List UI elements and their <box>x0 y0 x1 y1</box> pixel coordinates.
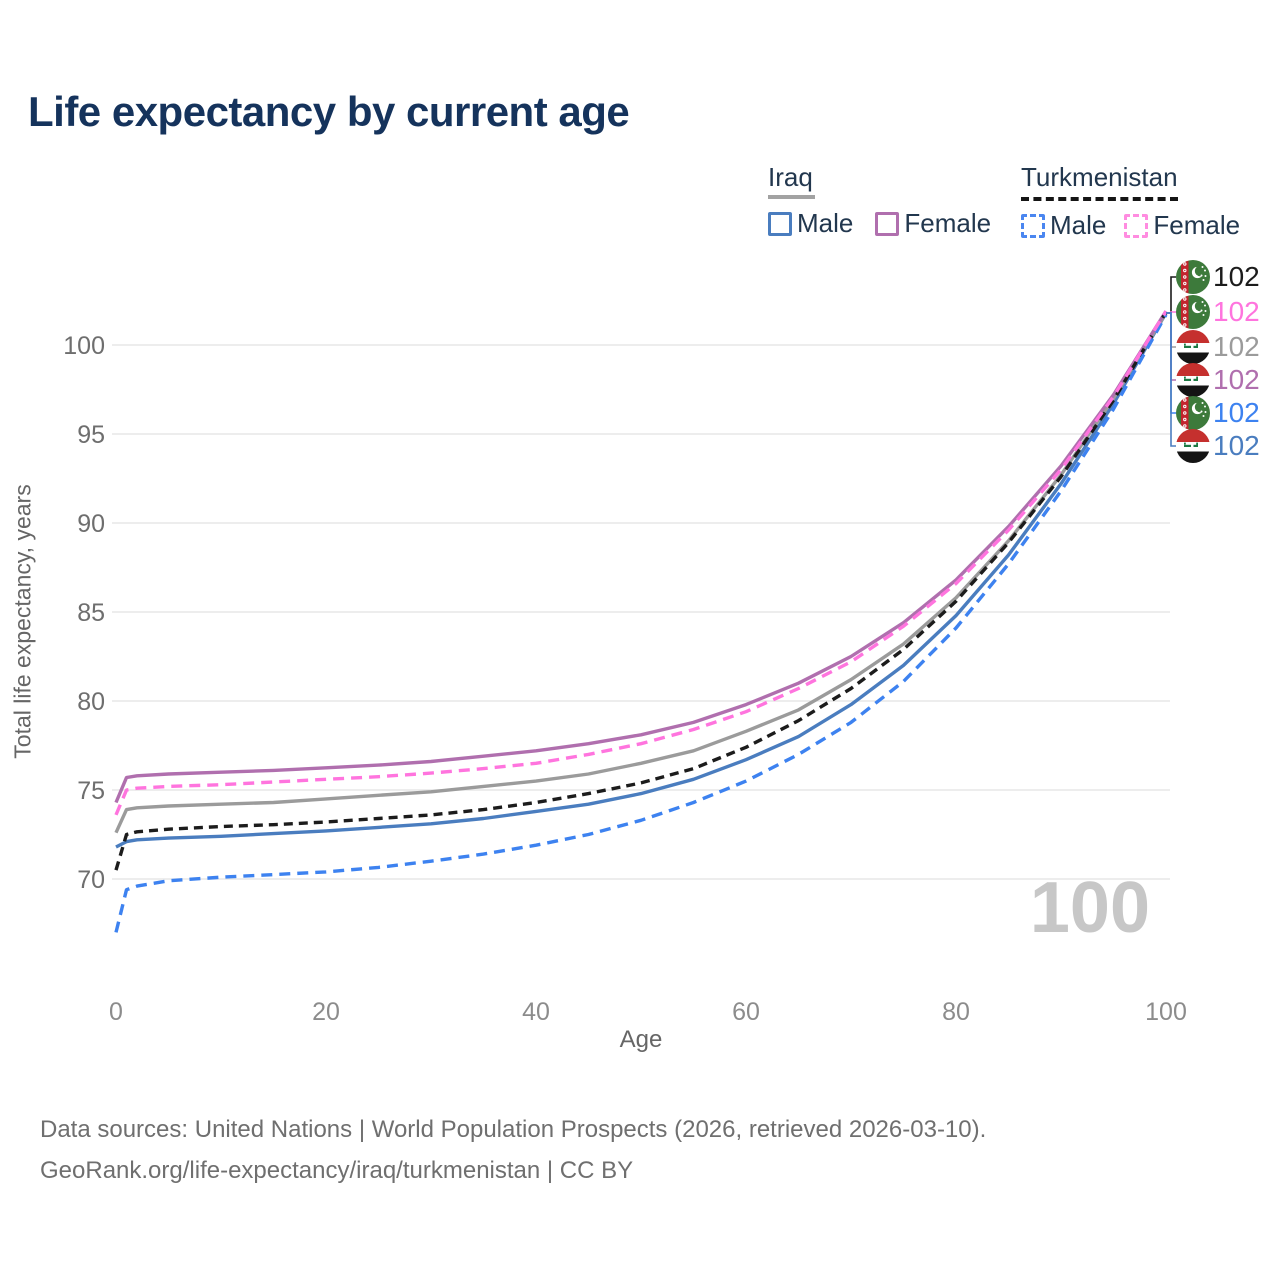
legend-group-iraq: Iraq Male Female <box>768 162 991 239</box>
legend-country-iraq-label: Iraq <box>768 162 813 192</box>
end-value-label: 102 <box>1213 261 1260 292</box>
end-value-label: 102 <box>1213 296 1260 327</box>
x-tick-label: 100 <box>1145 998 1187 1026</box>
legend-swatch-iraq-female[interactable] <box>875 211 900 236</box>
y-tick-label: 70 <box>77 866 105 894</box>
x-tick-label: 60 <box>732 998 760 1026</box>
x-tick-label: 80 <box>942 998 970 1026</box>
footer-data-sources: Data sources: United Nations | World Pop… <box>40 1116 987 1143</box>
legend-label-iraq-male[interactable]: Male <box>797 208 854 238</box>
hover-age-watermark: 100 <box>1029 868 1150 948</box>
y-tick-label: 80 <box>77 688 105 716</box>
iraq-flag-icon <box>1176 429 1210 463</box>
series-line-turkmenistan-female[interactable] <box>114 310 1168 816</box>
end-label-connector <box>1166 276 1176 314</box>
legend-label-turkmenistan-female[interactable]: Female <box>1153 210 1241 240</box>
series-line-turkmenistan-male[interactable] <box>114 313 1168 933</box>
y-tick-label: 95 <box>77 421 105 449</box>
series-line-iraq-both-sexes-[interactable] <box>114 312 1168 834</box>
y-tick-label: 100 <box>63 332 105 360</box>
end-value-label: 102 <box>1213 397 1260 428</box>
y-tick-label: 90 <box>77 510 105 538</box>
legend-swatch-turkmenistan-female[interactable] <box>1124 213 1149 238</box>
x-axis-title: Age <box>619 1026 663 1053</box>
legend-group-turkmenistan: Turkmenistan Male Female <box>1021 162 1240 241</box>
turkmenistan-flag-icon <box>1176 396 1210 430</box>
x-tick-label: 0 <box>109 998 123 1026</box>
end-value-label: 102 <box>1213 331 1260 362</box>
legend-label-iraq-female[interactable]: Female <box>904 208 992 238</box>
legend-label-turkmenistan-male[interactable]: Male <box>1050 210 1107 240</box>
y-tick-label: 75 <box>77 777 105 805</box>
turkmenistan-dashed-underline <box>1021 197 1178 201</box>
y-tick-label: 85 <box>77 599 105 627</box>
turkmenistan-flag-icon <box>1176 295 1210 329</box>
legend-country-turkmenistan[interactable]: Turkmenistan <box>1021 162 1240 201</box>
y-axis-title: Total life expectancy, years <box>9 484 36 759</box>
end-value-label: 102 <box>1213 430 1260 461</box>
series-line-turkmenistan-both-sexes-[interactable] <box>114 311 1168 871</box>
end-label-connector <box>1166 312 1176 447</box>
series-line-iraq-male[interactable] <box>115 312 1168 849</box>
footer-source-url: GeoRank.org/life-expectancy/iraq/turkmen… <box>40 1156 634 1184</box>
legend-country-iraq[interactable]: Iraq <box>768 162 991 199</box>
x-tick-label: 40 <box>522 998 550 1026</box>
end-value-label: 102 <box>1213 364 1260 395</box>
page-title: Life expectancy by current age <box>28 88 630 135</box>
turkmenistan-flag-icon <box>1176 260 1210 294</box>
iraq-solid-underline <box>768 195 815 199</box>
legend-country-turkmenistan-label: Turkmenistan <box>1021 162 1178 192</box>
legend-swatch-iraq-male[interactable] <box>768 211 792 236</box>
footer: Data sources: United Nations | World Pop… <box>40 1110 986 1192</box>
series-line-iraq-female[interactable] <box>114 310 1168 804</box>
iraq-flag-icon <box>1176 330 1210 364</box>
x-tick-label: 20 <box>312 998 340 1026</box>
iraq-flag-icon <box>1176 363 1210 397</box>
legend-swatch-turkmenistan-male[interactable] <box>1021 213 1045 238</box>
